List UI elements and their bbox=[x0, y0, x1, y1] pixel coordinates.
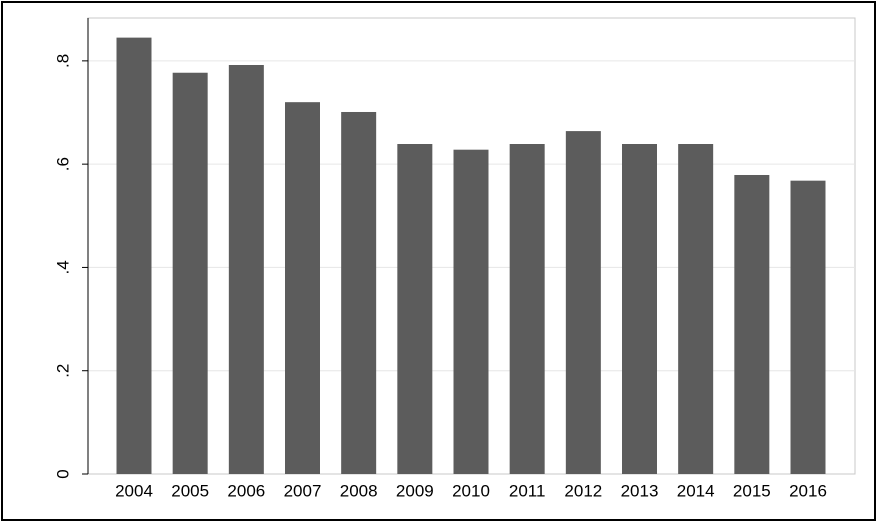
bar bbox=[341, 111, 377, 474]
x-tick-label: 2010 bbox=[452, 481, 490, 500]
x-tick-label: 2015 bbox=[733, 481, 771, 500]
bar bbox=[228, 64, 264, 475]
bar bbox=[678, 144, 714, 475]
x-tick-label: 2012 bbox=[564, 481, 602, 500]
x-tick-label: 2005 bbox=[171, 481, 209, 500]
x-tick-label: 2004 bbox=[115, 481, 153, 500]
x-tick-label: 2016 bbox=[789, 481, 827, 500]
x-tick-label: 2007 bbox=[284, 481, 322, 500]
bar bbox=[453, 149, 489, 474]
bar bbox=[397, 144, 433, 475]
bar bbox=[285, 102, 320, 475]
y-tick-label: .2 bbox=[53, 364, 72, 378]
bar bbox=[565, 131, 601, 475]
x-tick-label: 2013 bbox=[621, 481, 659, 500]
bar bbox=[622, 144, 657, 475]
x-tick-label: 2008 bbox=[340, 481, 378, 500]
bar bbox=[734, 174, 770, 474]
y-tick-label: .6 bbox=[53, 157, 72, 171]
x-tick-label: 2006 bbox=[227, 481, 265, 500]
y-tick-label: .4 bbox=[53, 260, 72, 274]
bar bbox=[116, 37, 152, 474]
y-tick-label: 0 bbox=[53, 469, 72, 478]
x-tick-label: 2011 bbox=[509, 481, 546, 500]
bar bbox=[790, 180, 826, 474]
bar bbox=[172, 72, 208, 474]
y-tick-label: .8 bbox=[53, 54, 72, 68]
x-tick-label: 2009 bbox=[396, 481, 434, 500]
x-tick-label: 2014 bbox=[677, 481, 715, 500]
bar bbox=[509, 144, 545, 475]
